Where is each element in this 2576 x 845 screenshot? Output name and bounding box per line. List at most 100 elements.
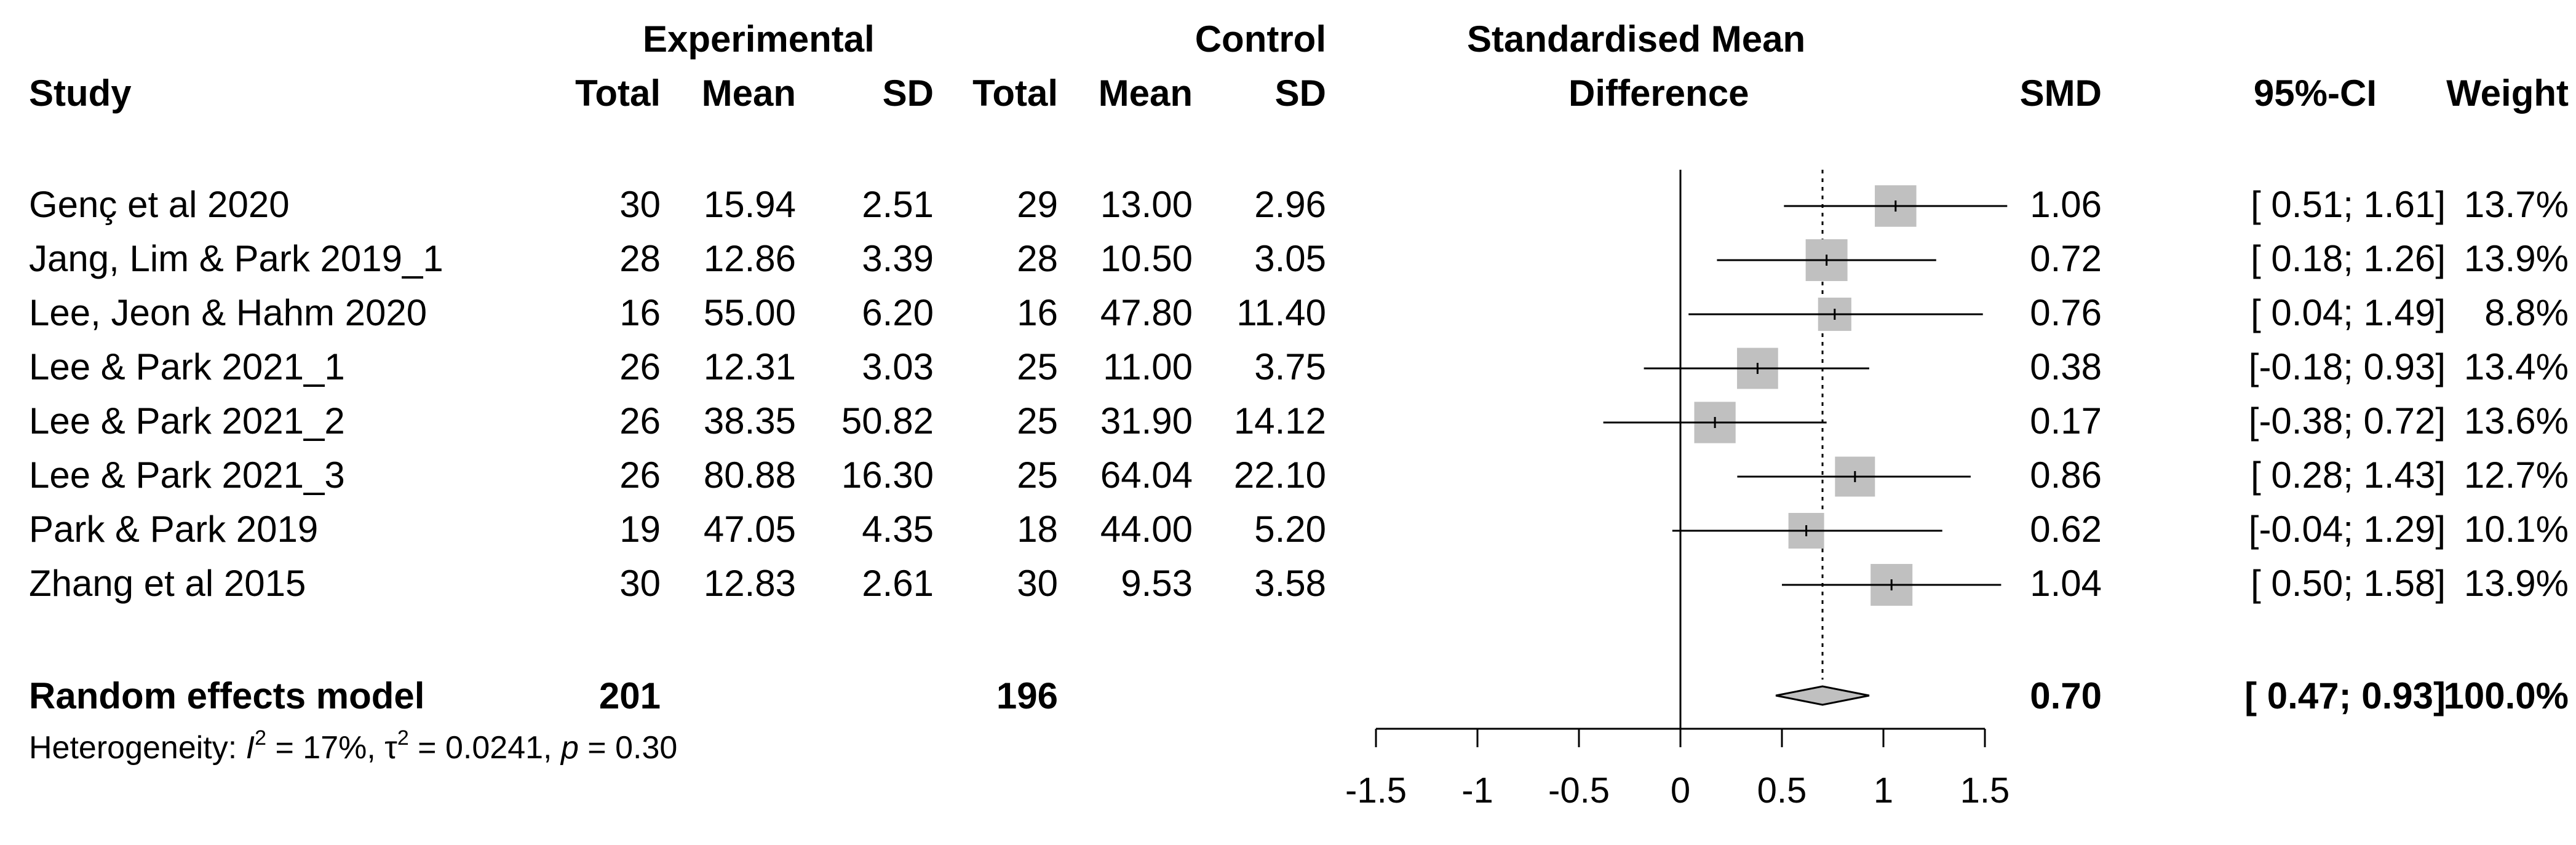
e-mean-cell: 38.35 — [703, 400, 796, 442]
c-mean-cell: 44.00 — [1100, 509, 1193, 550]
e-total-cell: 19 — [619, 509, 661, 550]
e-mean-cell: 80.88 — [703, 454, 796, 496]
e-mean-cell: 12.83 — [703, 563, 796, 604]
weight-cell: 10.1% — [2463, 509, 2569, 550]
ci-cell: [ 0.50; 1.58] — [2251, 563, 2446, 604]
summary-e-total: 201 — [598, 675, 661, 716]
x-axis-tick-label: 1 — [1874, 771, 1893, 811]
c-total-cell: 16 — [1017, 292, 1058, 333]
e-sd-cell: 2.61 — [862, 563, 934, 604]
c-sd-cell: 3.58 — [1254, 563, 1326, 604]
c-mean-cell: 9.53 — [1121, 563, 1193, 604]
header-experimental: Experimental — [643, 18, 875, 60]
c-sd-cell: 2.96 — [1254, 184, 1326, 225]
smd-cell: 0.17 — [2030, 400, 2102, 442]
x-axis-tick-label: 1.5 — [1960, 771, 2010, 811]
header-e-mean: Mean — [701, 73, 796, 114]
heterogeneity-stats: Heterogeneity: I2 = 17%, τ2 = 0.0241, p … — [29, 726, 678, 766]
header-smd-line1: Standardised Mean — [1467, 18, 1806, 60]
smd-cell: 0.38 — [2030, 346, 2102, 387]
header-ci: 95%-CI — [2253, 73, 2377, 114]
ci-cell: [-0.04; 1.29] — [2248, 509, 2446, 550]
e-mean-cell: 15.94 — [703, 184, 796, 225]
x-axis-tick-label: 0 — [1671, 771, 1690, 811]
c-sd-cell: 11.40 — [1236, 292, 1326, 333]
c-total-cell: 29 — [1017, 184, 1058, 225]
e-sd-cell: 6.20 — [862, 292, 934, 333]
study-name: Zhang et al 2015 — [29, 563, 306, 604]
ci-cell: [ 0.28; 1.43] — [2251, 454, 2446, 496]
header-e-total: Total — [575, 73, 661, 114]
smd-cell: 1.06 — [2030, 184, 2102, 225]
summary-smd: 0.70 — [2030, 675, 2102, 716]
study-name: Lee & Park 2021_1 — [29, 346, 345, 387]
summary-c-total: 196 — [996, 675, 1058, 716]
e-total-cell: 16 — [619, 292, 661, 333]
header-control: Control — [1195, 18, 1326, 60]
x-axis-tick-label: -1 — [1461, 771, 1493, 811]
e-sd-cell: 2.51 — [862, 184, 934, 225]
smd-cell: 0.76 — [2030, 292, 2102, 333]
weight-cell: 13.7% — [2463, 184, 2569, 225]
smd-cell: 0.72 — [2030, 238, 2102, 279]
e-total-cell: 26 — [619, 400, 661, 442]
c-sd-cell: 14.12 — [1233, 400, 1326, 442]
header-study: Study — [29, 73, 132, 114]
study-name: Park & Park 2019 — [29, 509, 319, 550]
e-total-cell: 26 — [619, 346, 661, 387]
c-mean-cell: 11.00 — [1103, 346, 1193, 387]
e-mean-cell: 12.31 — [703, 346, 796, 387]
c-total-cell: 25 — [1017, 454, 1058, 496]
study-name: Lee, Jeon & Hahm 2020 — [29, 292, 427, 333]
header-smd-line2: Difference — [1568, 73, 1749, 114]
header-c-mean: Mean — [1098, 73, 1193, 114]
c-total-cell: 30 — [1017, 563, 1058, 604]
e-mean-cell: 55.00 — [703, 292, 796, 333]
e-sd-cell: 16.30 — [841, 454, 934, 496]
study-name: Jang, Lim & Park 2019_1 — [29, 238, 443, 279]
e-total-cell: 28 — [619, 238, 661, 279]
c-mean-cell: 10.50 — [1100, 238, 1193, 279]
smd-cell: 0.86 — [2030, 454, 2102, 496]
smd-cell: 0.62 — [2030, 509, 2102, 550]
c-sd-cell: 22.10 — [1233, 454, 1326, 496]
e-total-cell: 30 — [619, 184, 661, 225]
ci-cell: [ 0.51; 1.61] — [2251, 184, 2446, 225]
ci-cell: [-0.38; 0.72] — [2248, 400, 2446, 442]
smd-cell: 1.04 — [2030, 563, 2102, 604]
ci-cell: [ 0.04; 1.49] — [2251, 292, 2446, 333]
e-mean-cell: 47.05 — [703, 509, 796, 550]
c-mean-cell: 47.80 — [1100, 292, 1193, 333]
summary-ci: [ 0.47; 0.93] — [2244, 675, 2446, 716]
weight-cell: 8.8% — [2484, 292, 2569, 333]
summary-diamond — [1775, 685, 1870, 706]
c-total-cell: 25 — [1017, 400, 1058, 442]
e-sd-cell: 4.35 — [862, 509, 934, 550]
study-name: Genç et al 2020 — [29, 184, 290, 225]
c-sd-cell: 3.05 — [1254, 238, 1326, 279]
ci-cell: [ 0.18; 1.26] — [2251, 238, 2446, 279]
c-total-cell: 18 — [1017, 509, 1058, 550]
e-total-cell: 30 — [619, 563, 661, 604]
e-sd-cell: 3.03 — [862, 346, 934, 387]
ci-cell: [-0.18; 0.93] — [2248, 346, 2446, 387]
study-name: Lee & Park 2021_3 — [29, 454, 345, 496]
header-weight: Weight — [2446, 73, 2569, 114]
x-axis-tick-label: 0.5 — [1757, 771, 1807, 811]
header-smd: SMD — [2019, 73, 2102, 114]
header-c-total: Total — [972, 73, 1058, 114]
weight-cell: 13.6% — [2463, 400, 2569, 442]
summary-weight: 100.0% — [2443, 675, 2569, 716]
c-total-cell: 25 — [1017, 346, 1058, 387]
header-e-sd: SD — [882, 73, 934, 114]
c-mean-cell: 31.90 — [1100, 400, 1193, 442]
weight-cell: 13.9% — [2463, 563, 2569, 604]
weight-cell: 12.7% — [2463, 454, 2569, 496]
study-name: Lee & Park 2021_2 — [29, 400, 345, 442]
e-mean-cell: 12.86 — [703, 238, 796, 279]
c-mean-cell: 13.00 — [1100, 184, 1193, 225]
weight-cell: 13.4% — [2463, 346, 2569, 387]
x-axis-tick-label: -0.5 — [1548, 771, 1610, 811]
e-total-cell: 26 — [619, 454, 661, 496]
